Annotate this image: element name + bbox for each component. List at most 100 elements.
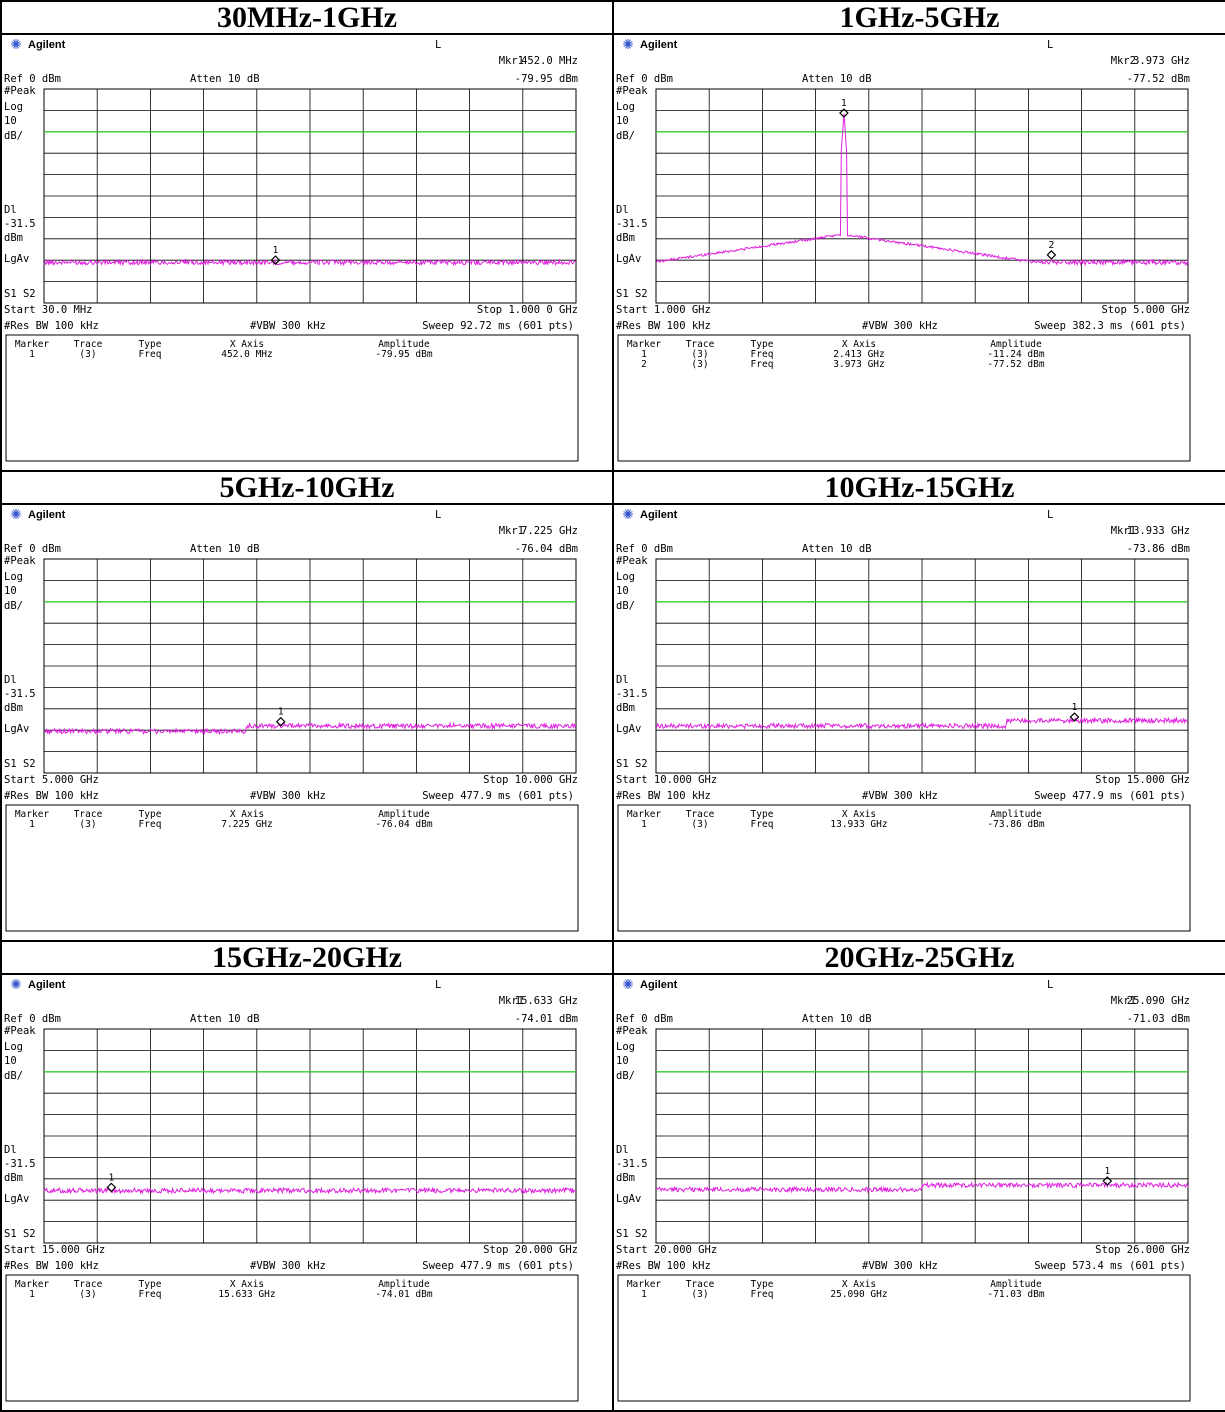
table-header: X Axis — [842, 1279, 876, 1290]
start-frequency: Start 15.000 GHz — [4, 1244, 105, 1256]
ref-level: Ref 0 dBm — [4, 73, 61, 85]
table-header: Trace — [74, 809, 103, 820]
spectrum-trace — [43, 1186, 577, 1195]
marker-amplitude: -74.01 dBm — [515, 1013, 578, 1025]
brand-label: Agilent — [28, 509, 66, 521]
display-line-label: Dl — [4, 674, 17, 686]
marker-label: Mkr1 — [1111, 995, 1136, 1007]
detector-label: #Peak — [616, 555, 648, 567]
marker-label: Mkr1 — [499, 55, 524, 67]
start-frequency: Start 30.0 MHz — [4, 304, 93, 316]
table-cell: 1 — [29, 819, 35, 830]
panel-cell: 15GHz-20GHz Agilent L Mkr1 15.633 GHz -74.01 … — [0, 940, 614, 1412]
averaging-label: LgAv — [4, 1193, 29, 1205]
agilent-logo-icon — [11, 979, 21, 989]
scale-unit: dB/ — [616, 1070, 635, 1082]
plot-frame — [655, 88, 1189, 304]
table-cell: Freq — [751, 819, 774, 830]
table-cell: 1 — [641, 349, 647, 360]
table-cell: 1 — [641, 819, 647, 830]
attenuation: Atten 10 dB — [190, 543, 260, 555]
marker-number: 1 — [1072, 702, 1078, 713]
panel-title: 15GHz-20GHz — [2, 942, 612, 975]
marker-frequency: 7.225 GHz — [521, 525, 578, 537]
brand-label: Agilent — [640, 979, 678, 991]
table-header: Type — [139, 809, 162, 820]
marker-label: Mkr2 — [1111, 55, 1136, 67]
display-line-value: -31.5 — [616, 1158, 648, 1170]
plot-frame — [43, 1028, 577, 1244]
marker-table-box — [5, 1274, 579, 1402]
spectrum-trace — [655, 113, 1189, 267]
stop-frequency: Stop 1.000 0 GHz — [477, 304, 578, 316]
detector-label: #Peak — [616, 1025, 648, 1037]
table-header: Marker — [15, 339, 50, 350]
display-line-unit: dBm — [616, 702, 635, 714]
spectrum-trace — [43, 258, 577, 267]
table-cell: (3) — [79, 349, 96, 360]
brand-label: Agilent — [28, 979, 66, 991]
table-header: X Axis — [842, 809, 876, 820]
scale-type: Log — [616, 1041, 635, 1053]
display-line-value: -31.5 — [616, 688, 648, 700]
start-frequency: Start 10.000 GHz — [616, 774, 717, 786]
resolution-bandwidth: #Res BW 100 kHz — [616, 1260, 711, 1272]
graticule — [43, 88, 577, 304]
panel-title: 5GHz-10GHz — [2, 472, 612, 505]
scale-value: 10 — [616, 585, 629, 597]
sweep-time: Sweep 477.9 ms (601 pts) — [422, 790, 574, 802]
stop-frequency: Stop 10.000 GHz — [483, 774, 578, 786]
scale-unit: dB/ — [616, 600, 635, 612]
agilent-logo-icon — [11, 509, 21, 519]
display-line-unit: dBm — [4, 702, 23, 714]
display-line-unit: dBm — [4, 232, 23, 244]
table-cell: 1 — [29, 1289, 35, 1300]
table-header: Marker — [627, 809, 662, 820]
plot-frame — [655, 558, 1189, 774]
spectrum-trace — [43, 721, 577, 736]
start-frequency: Start 1.000 GHz — [616, 304, 711, 316]
graticule — [655, 1028, 1189, 1244]
averaging-label: LgAv — [616, 723, 641, 735]
remote-flag: L — [435, 979, 441, 991]
spectrum-trace — [655, 1181, 1189, 1194]
stop-frequency: Stop 15.000 GHz — [1095, 774, 1190, 786]
sweep-labels: S1 S2 — [4, 1228, 36, 1240]
sweep-time: Sweep 573.4 ms (601 pts) — [1034, 1260, 1186, 1272]
sweep-time: Sweep 382.3 ms (601 pts) — [1034, 320, 1186, 332]
graticule — [43, 558, 577, 774]
table-header: Type — [751, 809, 774, 820]
ref-level: Ref 0 dBm — [4, 543, 61, 555]
panel-title: 10GHz-15GHz — [614, 472, 1225, 505]
marker-table-box — [5, 804, 579, 932]
remote-flag: L — [1047, 979, 1053, 991]
marker-table-box — [617, 1274, 1191, 1402]
panel-cell: 30MHz-1GHz Agilent L Mkr1 452.0 MHz -79.95 dB… — [0, 0, 614, 472]
start-frequency: Start 5.000 GHz — [4, 774, 99, 786]
table-header: Marker — [627, 1279, 662, 1290]
spectrum-trace — [655, 716, 1189, 730]
table-cell: Freq — [751, 359, 774, 370]
table-cell: (3) — [691, 349, 708, 360]
scale-unit: dB/ — [616, 130, 635, 142]
panel-cell: 20GHz-25GHz Agilent L Mkr1 25.090 GHz -71.03 … — [612, 940, 1225, 1412]
table-header: X Axis — [230, 809, 264, 820]
brand-label: Agilent — [640, 39, 678, 51]
table-cell: 15.633 GHz — [218, 1289, 275, 1300]
spectrum-plot: Agilent L Mkr1 15.633 GHz -74.01 dBm Ref 0 dB… — [2, 975, 612, 1403]
marker-diamond-icon — [839, 108, 849, 118]
marker-amplitude: -77.52 dBm — [1127, 73, 1190, 85]
scale-type: Log — [4, 571, 23, 583]
table-header: Amplitude — [990, 1279, 1042, 1290]
marker-amplitude: -73.86 dBm — [1127, 543, 1190, 555]
panel-title: 1GHz-5GHz — [614, 2, 1225, 35]
scale-unit: dB/ — [4, 130, 23, 142]
table-header: X Axis — [230, 339, 264, 350]
table-cell: 13.933 GHz — [830, 819, 887, 830]
detector-label: #Peak — [4, 85, 36, 97]
marker-frequency: 13.933 GHz — [1127, 525, 1190, 537]
resolution-bandwidth: #Res BW 100 kHz — [616, 320, 711, 332]
scale-value: 10 — [4, 115, 17, 127]
display-line-unit: dBm — [4, 1172, 23, 1184]
